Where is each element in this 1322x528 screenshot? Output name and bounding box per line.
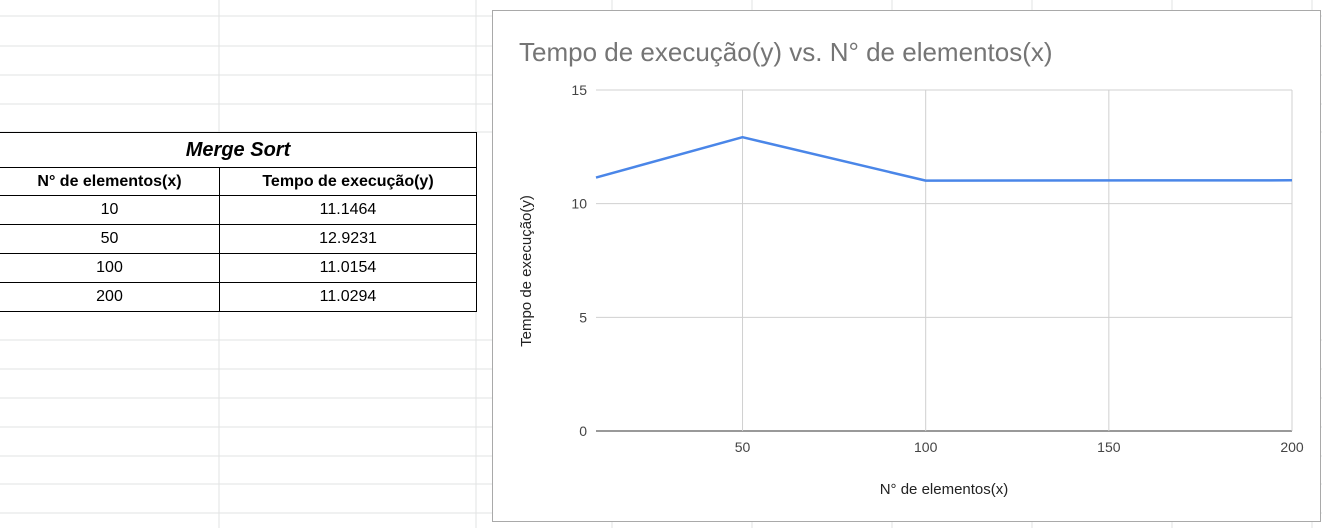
series-line[interactable]: [595, 135, 1293, 182]
table-row: 10 11.1464: [0, 195, 477, 225]
y-axis-title: Tempo de execução(y): [518, 195, 535, 347]
table-row: 200 11.0294: [0, 282, 477, 312]
cell-tempo[interactable]: 11.0154: [219, 253, 477, 283]
y-tick-label: 15: [571, 82, 587, 98]
cell-tempo[interactable]: 11.1464: [219, 195, 477, 225]
x-axis-title: N° de elementos(x): [880, 481, 1009, 498]
merge-sort-table: Merge Sort N° de elementos(x) Tempo de e…: [0, 132, 477, 312]
table-title[interactable]: Merge Sort: [0, 132, 477, 168]
chart-canvas: Tempo de execução(y) vs. N° de elementos…: [518, 37, 1304, 498]
header-n-elementos[interactable]: N° de elementos(x): [0, 167, 220, 196]
line-chart[interactable]: Tempo de execução(y) vs. N° de elementos…: [492, 10, 1321, 522]
x-tick-label: 50: [735, 439, 751, 455]
table-header-row: N° de elementos(x) Tempo de execução(y): [0, 167, 477, 196]
x-tick-label: 100: [914, 439, 938, 455]
y-tick-label: 5: [579, 309, 587, 325]
table-row: 50 12.9231: [0, 224, 477, 254]
cell-tempo[interactable]: 12.9231: [219, 224, 477, 254]
cell-n[interactable]: 50: [0, 224, 220, 254]
chart-gridlines: [596, 89, 1293, 432]
chart-title: Tempo de execução(y) vs. N° de elementos…: [519, 37, 1053, 67]
cell-n[interactable]: 10: [0, 195, 220, 225]
chart-tick-labels: 0 5 10 15 50 100 150 200: [571, 82, 1303, 455]
chart-series: [595, 135, 1293, 182]
x-tick-label: 200: [1280, 439, 1304, 455]
table-title-row: Merge Sort: [0, 132, 477, 168]
y-tick-label: 0: [579, 423, 587, 439]
x-tick-label: 150: [1097, 439, 1121, 455]
cell-n[interactable]: 100: [0, 253, 220, 283]
header-tempo-execucao[interactable]: Tempo de execução(y): [219, 167, 477, 196]
cell-tempo[interactable]: 11.0294: [219, 282, 477, 312]
y-tick-label: 10: [571, 196, 587, 212]
table-row: 100 11.0154: [0, 253, 477, 283]
cell-n[interactable]: 200: [0, 282, 220, 312]
